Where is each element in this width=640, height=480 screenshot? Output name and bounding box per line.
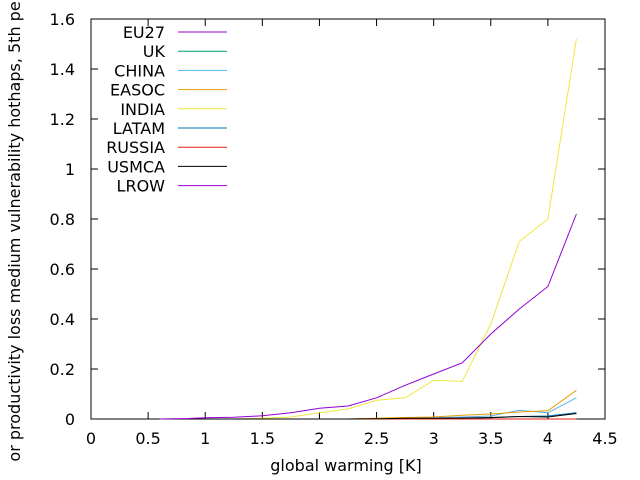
y-tick-label: 0.8 — [50, 210, 75, 229]
x-tick-label: 0 — [86, 429, 96, 448]
x-axis-title: global warming [K] — [270, 456, 421, 475]
series-line-usmca — [159, 413, 577, 420]
y-tick-label: 1.2 — [50, 110, 75, 129]
legend-label-easoc: EASOC — [110, 81, 165, 100]
series-line-easoc — [159, 389, 577, 420]
x-tick-label: 4 — [543, 429, 553, 448]
y-tick-label: 0.6 — [50, 260, 75, 279]
legend-label-china: CHINA — [114, 61, 165, 80]
series-line-lrow — [159, 213, 577, 420]
y-tick-label: 0 — [65, 410, 75, 429]
x-tick-label: 1 — [200, 429, 210, 448]
legend-label-eu27: EU27 — [123, 23, 165, 42]
legend: EU27UKCHINAEASOCINDIALATAMRUSSIAUSMCALRO… — [106, 23, 227, 196]
legend-label-usmca: USMCA — [107, 157, 165, 176]
legend-label-latam: LATAM — [113, 119, 165, 138]
y-axis-title: or productivity loss medium vulnerabilit… — [5, 0, 24, 462]
x-tick-labels: 0 0.5 1 1.5 2 2.5 3 3.5 4 4.5 — [86, 429, 618, 448]
y-tick-label: 0.4 — [50, 310, 75, 329]
y-tick-label: 1.4 — [50, 60, 75, 79]
y-tick-labels: 0 0.2 0.4 0.6 0.8 1 1.2 1.4 1.6 — [50, 10, 75, 429]
series-line-china — [159, 397, 577, 420]
axis-ticks — [90, 18, 606, 420]
x-tick-label: 4.5 — [592, 429, 617, 448]
series-line-india — [159, 38, 577, 420]
y-tick-label: 0.2 — [50, 360, 75, 379]
x-tick-label: 2.5 — [364, 429, 389, 448]
legend-label-lrow: LROW — [117, 177, 166, 196]
legend-label-russia: RUSSIA — [106, 138, 165, 157]
y-tick-label: 1 — [65, 160, 75, 179]
series-lines — [159, 38, 577, 420]
x-tick-label: 0.5 — [135, 429, 160, 448]
x-tick-label: 3 — [429, 429, 439, 448]
x-tick-label: 3.5 — [478, 429, 503, 448]
legend-label-uk: UK — [143, 42, 166, 61]
plot-frame — [90, 18, 606, 420]
legend-label-india: INDIA — [120, 100, 165, 119]
x-tick-label: 1.5 — [250, 429, 275, 448]
y-tick-label: 1.6 — [50, 10, 75, 29]
x-tick-label: 2 — [314, 429, 324, 448]
